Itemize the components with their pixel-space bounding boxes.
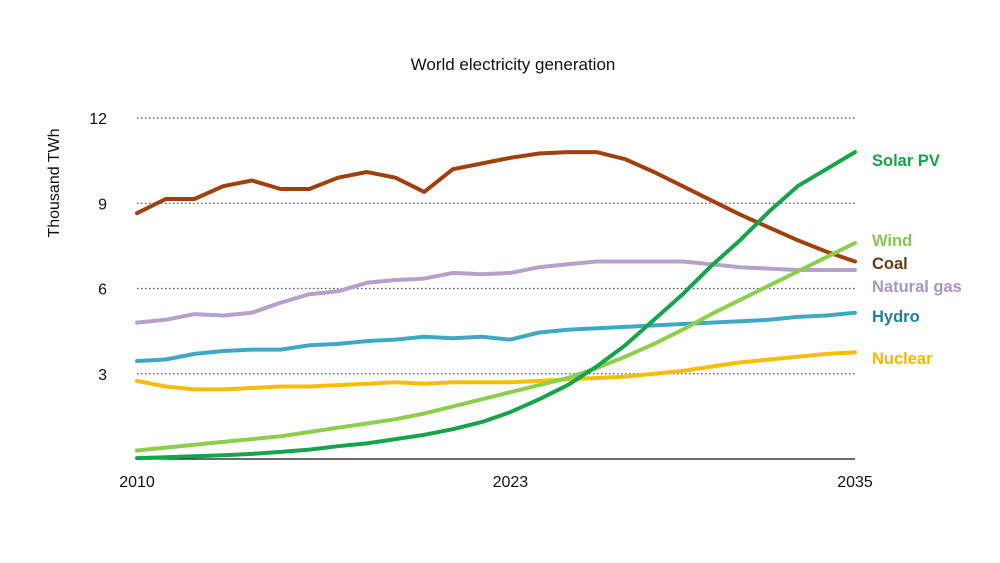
- y-tick-label: 12: [89, 111, 107, 128]
- series-label-solar-pv: Solar PV: [872, 152, 940, 170]
- chart-title: World electricity generation: [411, 55, 616, 74]
- y-tick-label: 3: [98, 367, 107, 384]
- x-tick-label: 2010: [119, 474, 155, 491]
- series-line-hydro: [135, 310, 857, 363]
- x-tick-label: 2035: [837, 474, 873, 491]
- series-line-nuclear: [135, 350, 857, 392]
- y-axis-label: Thousand TWh: [46, 128, 63, 237]
- series-line-coal: [135, 150, 857, 264]
- series-label-natural-gas: Natural gas: [872, 278, 962, 296]
- series-label-coal: Coal: [872, 255, 908, 273]
- series-label-nuclear: Nuclear: [872, 350, 933, 368]
- y-tick-label: 6: [98, 282, 107, 299]
- y-tick-label: 9: [98, 196, 107, 213]
- series-line-natural-gas: [135, 259, 857, 325]
- series-line-wind: [135, 241, 857, 453]
- series-line-solar-pv: [135, 150, 857, 461]
- series-label-hydro: Hydro: [872, 308, 920, 326]
- series-label-wind: Wind: [872, 232, 912, 250]
- x-tick-label: 2023: [493, 474, 529, 491]
